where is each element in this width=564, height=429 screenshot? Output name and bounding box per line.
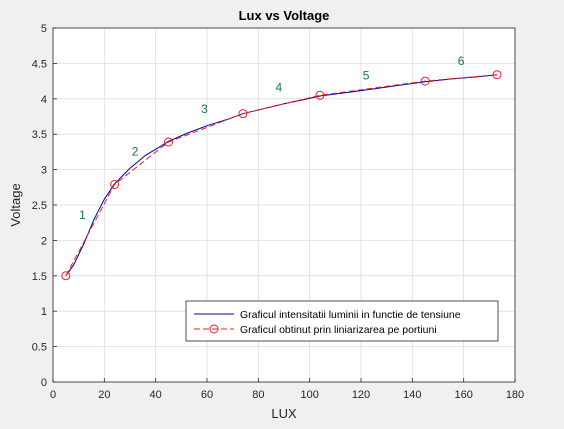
x-tick-label: 160 <box>454 389 472 401</box>
segment-label-4: 4 <box>276 81 283 95</box>
x-tick-label: 100 <box>300 389 318 401</box>
y-tick-label: 2 <box>41 235 47 247</box>
y-tick-label: 1.5 <box>32 271 47 283</box>
data-point-marker <box>110 179 120 189</box>
x-tick-label: 80 <box>252 389 264 401</box>
series-layer <box>61 70 502 281</box>
y-tick-label: 0 <box>41 377 47 389</box>
x-tick-label: 20 <box>98 389 110 401</box>
data-point-marker <box>164 137 173 147</box>
x-tick-label: 0 <box>50 389 56 401</box>
chart-title: Lux vs Voltage <box>239 8 330 23</box>
y-tick-label: 1 <box>41 306 47 318</box>
x-tick-label: 180 <box>506 389 524 401</box>
x-tick-label: 120 <box>352 389 370 401</box>
y-tick-label: 2.5 <box>32 200 47 212</box>
series-line-2 <box>65 74 498 277</box>
data-point-marker <box>315 90 325 100</box>
y-tick-label: 4.5 <box>32 58 47 70</box>
y-axis-label: Voltage <box>8 183 23 226</box>
y-tick-label: 3.5 <box>32 129 47 141</box>
annotation-layer: 1 2 3 4 5 6 <box>79 54 465 222</box>
y-tick-label: 4 <box>41 94 47 106</box>
segment-label-1: 1 <box>79 208 86 222</box>
x-axis-ticks: 0 20 40 60 80 100 120 140 160 180 <box>50 378 524 401</box>
segment-label-6: 6 <box>458 54 465 68</box>
legend-entry-2: Graficul obtinut prin liniarizarea pe po… <box>240 324 437 336</box>
x-tick-label: 40 <box>150 389 162 401</box>
x-axis-label: LUX <box>271 406 297 421</box>
y-tick-label: 5 <box>41 23 47 35</box>
data-point-marker <box>492 70 502 80</box>
y-tick-label: 0.5 <box>32 342 47 354</box>
y-tick-label: 3 <box>41 165 47 177</box>
data-point-marker <box>420 76 430 86</box>
x-tick-label: 140 <box>403 389 421 401</box>
segment-label-5: 5 <box>363 69 370 83</box>
x-tick-label: 60 <box>201 389 213 401</box>
legend-swatch-circle-marker <box>209 324 219 334</box>
legend: Graficul intensitatii luminii in functie… <box>185 300 499 342</box>
legend-entry-1: Graficul intensitatii luminii in functie… <box>240 309 461 321</box>
data-point-marker <box>61 271 71 281</box>
segment-label-2: 2 <box>132 144 139 158</box>
legend-box <box>185 300 499 342</box>
y-axis-ticks: 0 0.5 1 1.5 2 2.5 3 3.5 4 4.5 5 <box>32 23 57 389</box>
segment-label-3: 3 <box>201 102 208 116</box>
data-point-marker <box>238 109 248 119</box>
